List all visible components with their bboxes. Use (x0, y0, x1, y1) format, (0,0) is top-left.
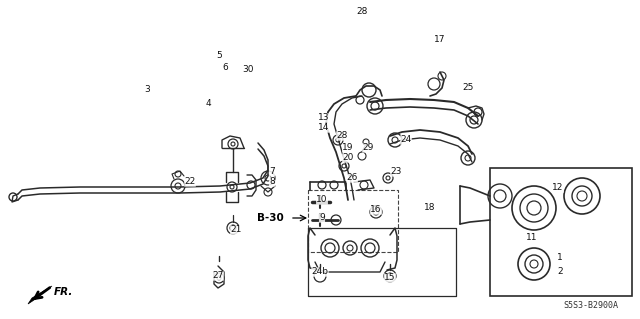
Text: 5: 5 (216, 50, 222, 60)
Text: 8: 8 (269, 177, 275, 187)
Text: 4: 4 (205, 100, 211, 108)
Text: 30: 30 (243, 65, 253, 75)
Text: 28: 28 (356, 8, 368, 17)
Text: S5S3-B2900A: S5S3-B2900A (563, 300, 618, 309)
Text: 1: 1 (557, 254, 563, 263)
Text: 17: 17 (435, 35, 445, 44)
Text: 19: 19 (342, 144, 354, 152)
Text: 14: 14 (318, 123, 330, 132)
Text: 7: 7 (269, 167, 275, 176)
Text: 9: 9 (319, 213, 325, 222)
Text: 24: 24 (401, 136, 412, 145)
Text: 6: 6 (222, 63, 228, 72)
Text: 10: 10 (316, 196, 328, 204)
Text: 13: 13 (318, 114, 330, 122)
Bar (490, 168, 632, 296)
Polygon shape (28, 286, 52, 304)
Text: 15: 15 (384, 273, 396, 283)
Bar (308, 190, 398, 252)
Text: B-30: B-30 (257, 213, 284, 223)
Text: 18: 18 (424, 204, 436, 212)
Text: 22: 22 (184, 177, 196, 187)
Text: 20: 20 (342, 153, 354, 162)
Text: 2: 2 (557, 268, 563, 277)
Text: 12: 12 (552, 183, 564, 192)
Text: 24b: 24b (312, 268, 328, 277)
Text: 11: 11 (526, 234, 538, 242)
Text: 23: 23 (390, 167, 402, 176)
Text: 26: 26 (346, 174, 358, 182)
Text: 25: 25 (462, 84, 474, 93)
Text: 21: 21 (230, 226, 242, 234)
Text: 28: 28 (336, 131, 348, 140)
Text: 27: 27 (212, 271, 224, 280)
Text: 3: 3 (144, 85, 150, 94)
Text: 16: 16 (371, 205, 381, 214)
Text: FR.: FR. (54, 287, 74, 297)
Text: 29: 29 (362, 144, 374, 152)
